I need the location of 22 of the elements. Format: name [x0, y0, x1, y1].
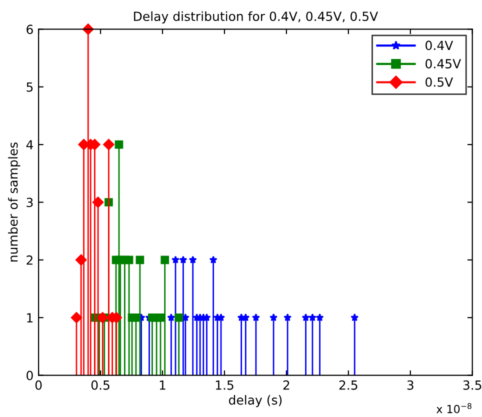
y-tick-label: 1	[27, 313, 33, 322]
x-tick-label: 0.5	[91, 380, 110, 390]
x-axis-title: delay (s)	[228, 395, 282, 408]
y-tick-label: 4	[26, 140, 33, 150]
text: x 10$^{−8}$	[436, 403, 472, 414]
legend-label: 0.5V	[426, 77, 454, 87]
y-tick-label: 5	[26, 82, 33, 92]
legend-label: 0.45V	[426, 59, 462, 68]
chart-title: Delay distribution for 0.4V, 0.45V, 0.5V	[134, 11, 378, 24]
x-tick-label: 3	[407, 380, 414, 390]
x-tick-label: 1	[160, 380, 166, 390]
y-tick-label: 0	[26, 370, 33, 380]
y-tick-label: 2	[26, 255, 32, 265]
x-tick-label: 2.5	[339, 380, 358, 390]
legend-label: 0.4V	[426, 40, 454, 50]
x-tick-label: 0	[35, 380, 42, 390]
x-tick-label: 1.5	[216, 380, 234, 390]
y-tick-label: 6	[26, 24, 33, 34]
x-tick-label: 2	[283, 380, 290, 390]
x-tick-label: 3.5	[463, 380, 482, 390]
y-axis-title: number of samples	[8, 142, 20, 262]
y-tick-label: 3	[26, 198, 33, 208]
